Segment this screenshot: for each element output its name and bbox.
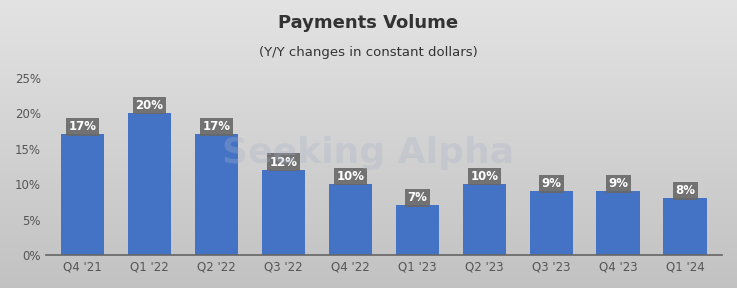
Text: 7%: 7%	[408, 191, 427, 204]
Text: Payments Volume: Payments Volume	[279, 14, 458, 33]
Text: 9%: 9%	[541, 177, 562, 190]
Text: 8%: 8%	[675, 184, 695, 197]
Bar	[663, 198, 707, 255]
Bar	[128, 113, 172, 255]
Text: 20%: 20%	[136, 99, 164, 112]
Bar	[195, 134, 238, 255]
Bar	[329, 184, 372, 255]
Text: 10%: 10%	[470, 170, 498, 183]
Text: (Y/Y changes in constant dollars): (Y/Y changes in constant dollars)	[259, 46, 478, 59]
Text: 12%: 12%	[270, 156, 298, 169]
Text: Seeking Alpha: Seeking Alpha	[223, 136, 514, 170]
Text: 10%: 10%	[337, 170, 365, 183]
Text: 17%: 17%	[203, 120, 231, 133]
Text: 9%: 9%	[608, 177, 628, 190]
Bar	[596, 191, 640, 255]
Text: 17%: 17%	[69, 120, 97, 133]
Bar	[463, 184, 506, 255]
Bar	[262, 170, 305, 255]
Bar	[530, 191, 573, 255]
Bar	[61, 134, 105, 255]
Bar	[396, 205, 439, 255]
